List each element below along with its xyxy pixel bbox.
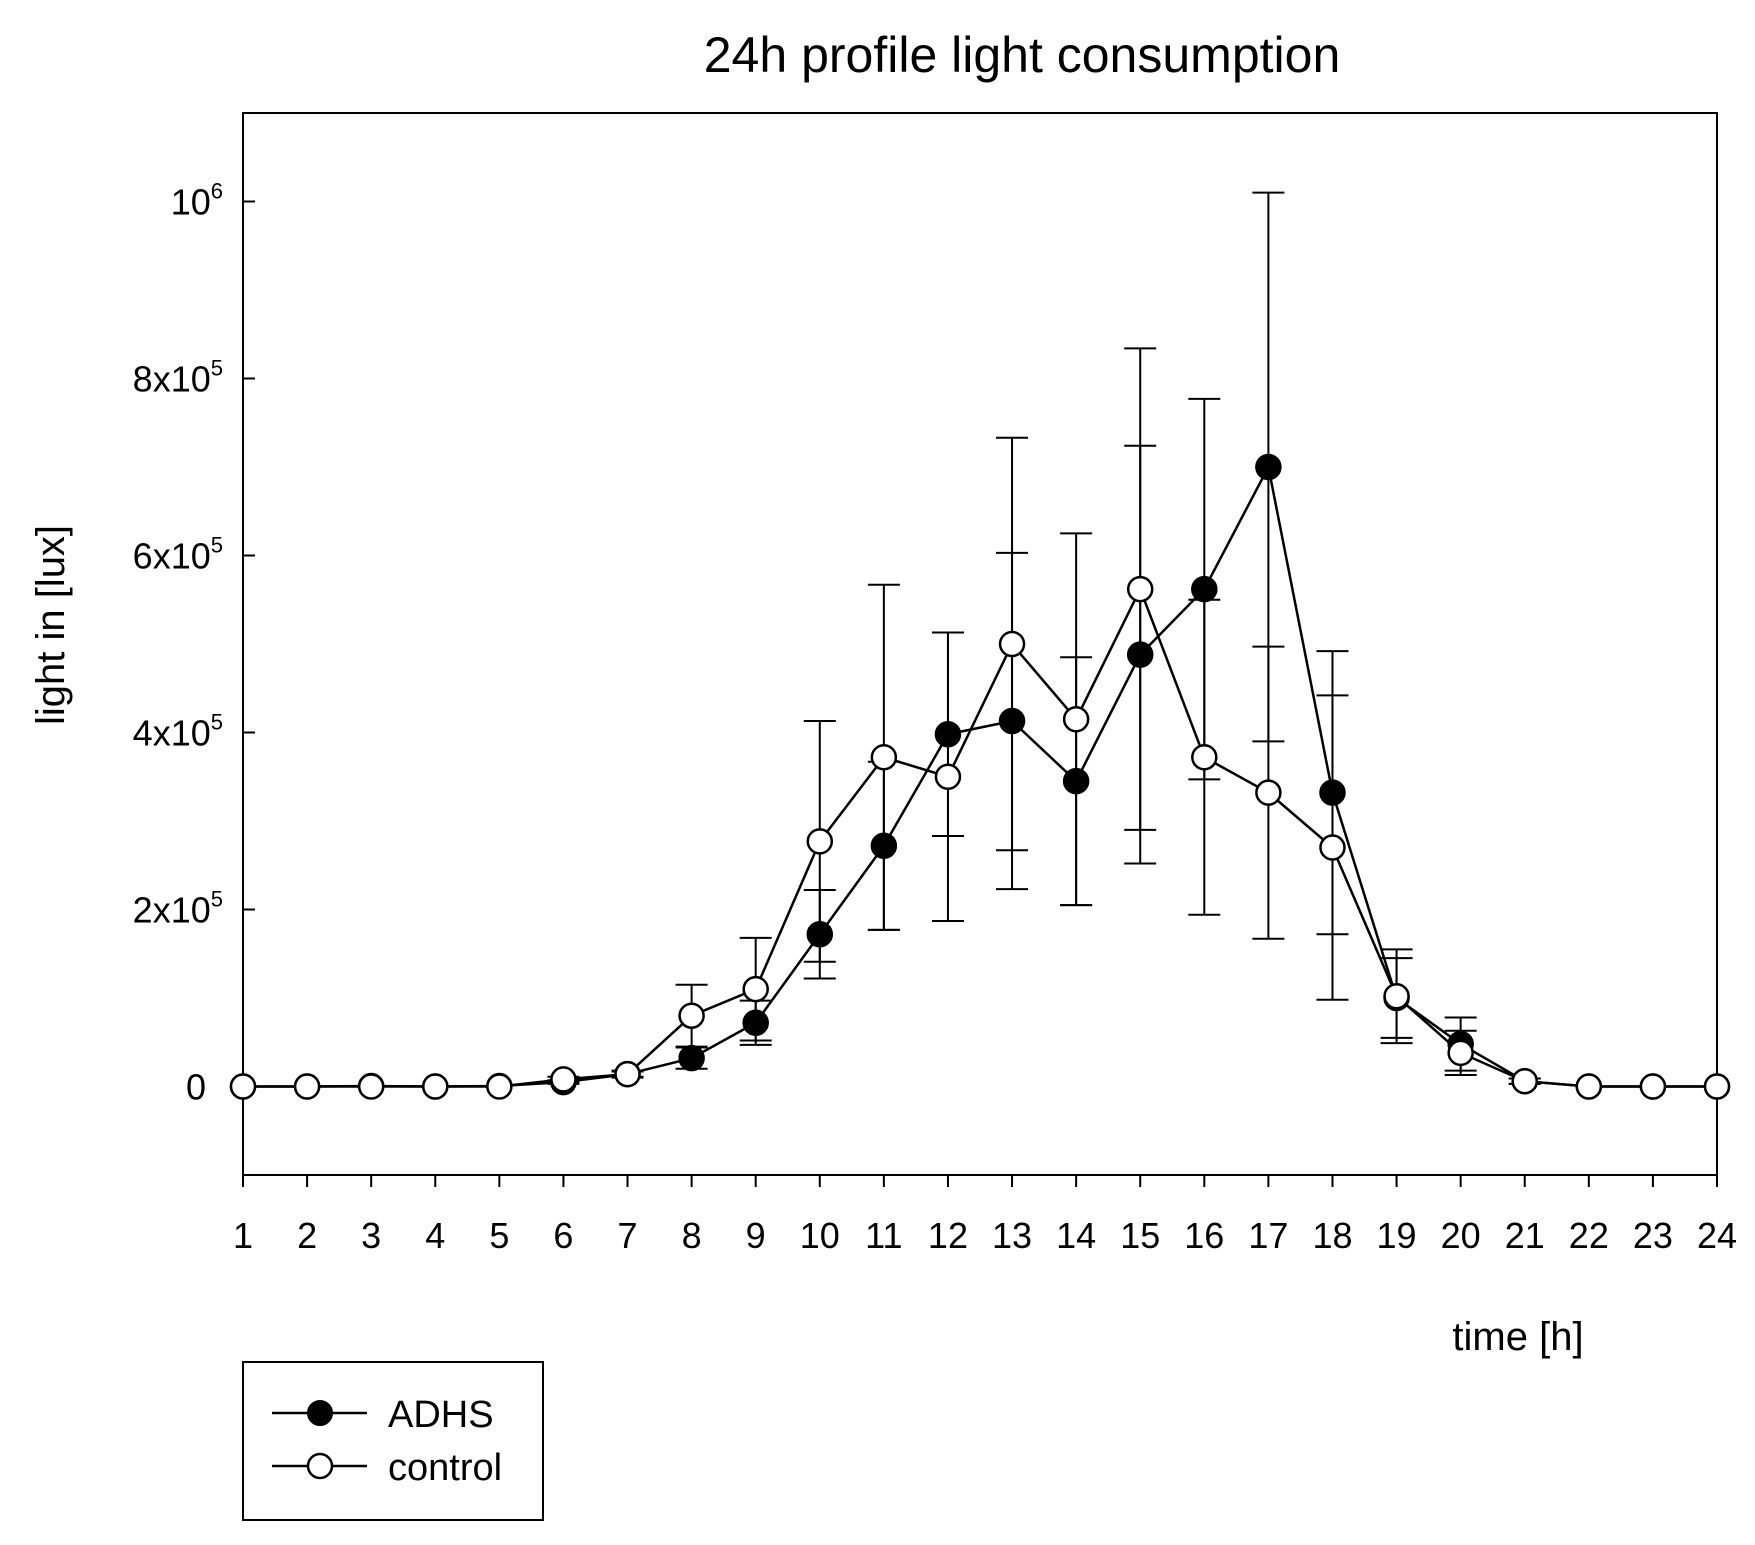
series-lines (243, 463, 1717, 1088)
chart-title: 24h profile light consumption (704, 27, 1341, 83)
x-tick-label: 23 (1633, 1215, 1673, 1256)
data-point-adhs (806, 921, 834, 948)
data-point-control (678, 1002, 705, 1029)
data-point-control (357, 1073, 385, 1100)
x-tick-label: 13 (992, 1215, 1032, 1256)
data-point-adhs (1062, 767, 1090, 795)
data-point-control (1575, 1073, 1603, 1100)
data-point-adhs (934, 721, 962, 748)
x-tick-label: 17 (1248, 1215, 1288, 1256)
legend: ADHS control (242, 1361, 544, 1521)
y-axis-label: light in [lux] (29, 525, 73, 725)
data-point-control (998, 630, 1026, 658)
x-tick-label: 18 (1312, 1215, 1352, 1256)
x-tick-label: 12 (928, 1215, 968, 1256)
x-tick-label: 16 (1184, 1215, 1224, 1256)
legend-label-control: control (388, 1447, 502, 1489)
y-tick-label: 2x105 (133, 887, 223, 931)
x-tick-label: 7 (618, 1215, 638, 1256)
data-point-control (1383, 982, 1410, 1010)
y-tick-label: 106 (171, 179, 223, 223)
x-tick-label: 2 (297, 1215, 317, 1256)
data-point-adhs (678, 1044, 705, 1072)
data-point-control (1511, 1067, 1538, 1095)
series-points (229, 453, 1731, 1100)
data-point-control (422, 1073, 449, 1100)
data-point-adhs (1191, 575, 1218, 603)
x-tick-label: 6 (553, 1215, 573, 1256)
data-point-control (293, 1073, 321, 1100)
series-line-adhs (243, 463, 1717, 1088)
x-tick-label: 4 (425, 1215, 445, 1256)
x-tick-label: 9 (746, 1215, 766, 1256)
data-point-control (1639, 1073, 1667, 1100)
y-tick-label: 4x105 (133, 710, 223, 754)
data-point-adhs (1319, 779, 1346, 806)
data-point-control (1447, 1039, 1474, 1067)
x-tick-label: 14 (1056, 1215, 1096, 1256)
x-tick-label: 8 (682, 1215, 702, 1256)
data-point-control (934, 763, 962, 790)
x-tick-label: 5 (489, 1215, 509, 1256)
x-tick-label: 3 (361, 1215, 381, 1256)
data-point-control (870, 744, 898, 771)
y-axis: 0 2x105 4x105 6x105 8x105 106 (133, 179, 255, 1108)
x-tick-label: 22 (1569, 1215, 1609, 1256)
data-point-control (1319, 834, 1346, 861)
data-point-control (550, 1066, 577, 1093)
legend-box (242, 1361, 544, 1521)
data-point-control (742, 975, 769, 1003)
plot-frame (242, 112, 1718, 1176)
data-point-control (614, 1060, 641, 1088)
series-line-control (243, 586, 1717, 1088)
y-tick-label: 6x105 (133, 533, 223, 577)
legend-label-adhs: ADHS (388, 1394, 494, 1436)
data-point-control (229, 1073, 257, 1100)
legend-marker-control (306, 1452, 334, 1480)
y-tick-label: 8x105 (133, 356, 223, 400)
x-tick-label: 21 (1505, 1215, 1545, 1256)
x-tick-label: 24 (1697, 1215, 1737, 1256)
x-axis: 1 2 3 4 5 6 7 8 9 10 11 12 13 14 15 16 17 18 19 20 21 22 23 24 (233, 1175, 1737, 1256)
x-tick-label: 20 (1441, 1215, 1481, 1256)
data-point-control (1703, 1073, 1731, 1100)
x-tick-label: 1 (233, 1215, 253, 1256)
x-tick-label: 10 (800, 1215, 840, 1256)
y-tick-label: 0 (186, 1067, 206, 1108)
data-point-control (1126, 575, 1154, 603)
data-point-control (486, 1073, 513, 1100)
data-point-adhs (870, 832, 898, 860)
data-point-control (1255, 779, 1282, 806)
data-point-adhs (998, 707, 1026, 735)
data-point-control (1062, 705, 1090, 733)
data-point-adhs (1255, 453, 1282, 481)
error-bars (547, 191, 1541, 1085)
legend-marker-adhs (307, 1400, 333, 1426)
data-point-adhs (1126, 641, 1154, 668)
x-tick-label: 15 (1120, 1215, 1160, 1256)
data-point-adhs (742, 1009, 769, 1037)
x-tick-label: 11 (865, 1215, 902, 1256)
x-tick-label: 19 (1377, 1215, 1417, 1256)
data-point-control (1191, 744, 1218, 771)
x-axis-label: time [h] (1452, 1315, 1583, 1359)
data-point-control (806, 828, 834, 855)
